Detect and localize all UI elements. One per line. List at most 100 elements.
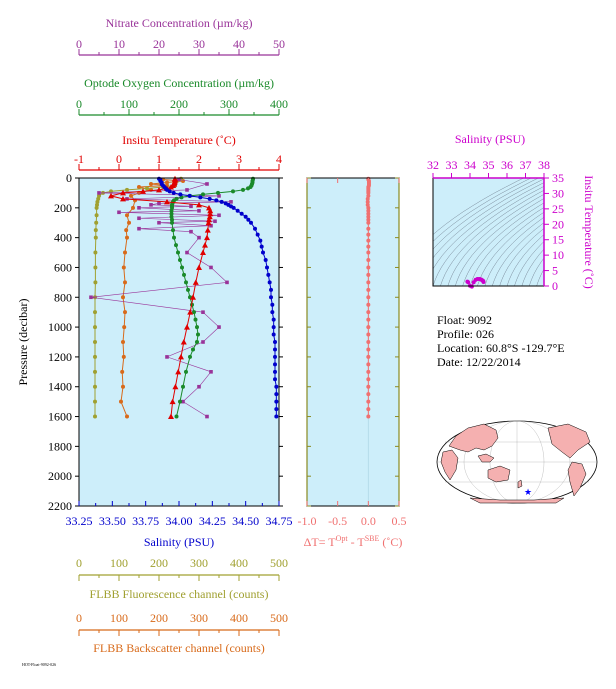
backscatter-point bbox=[131, 205, 135, 210]
ts-temperature-tick-label: 0 bbox=[552, 279, 558, 293]
nitrate-point bbox=[189, 204, 193, 209]
ts-isopycnal bbox=[433, 178, 525, 235]
oxygen-tick-label: 100 bbox=[120, 97, 138, 111]
salinity-tick-label: 33.25 bbox=[66, 514, 93, 528]
pressure-tick-label: 600 bbox=[54, 260, 72, 274]
temperature-tick-label: 2 bbox=[196, 152, 202, 166]
salinity-point bbox=[273, 369, 277, 374]
delta-t-point bbox=[365, 199, 370, 204]
nitrate-tick-label: 0 bbox=[76, 37, 82, 51]
backscatter-point bbox=[125, 235, 129, 240]
temperature-point bbox=[168, 413, 174, 420]
profile-date: Date: 12/22/2014 bbox=[437, 355, 521, 369]
temperature-point bbox=[205, 219, 212, 226]
salinity-point bbox=[267, 280, 272, 285]
oxygen-point bbox=[171, 228, 175, 233]
nitrate-point bbox=[197, 235, 201, 240]
delta-t-point bbox=[366, 238, 371, 243]
temperature-tick-label: 1 bbox=[156, 152, 162, 166]
backscatter-point bbox=[124, 228, 129, 233]
nitrate-point bbox=[185, 188, 189, 192]
delta-t-point bbox=[366, 205, 371, 210]
salinity-point bbox=[266, 272, 271, 277]
fluorescence-tick-label: 0 bbox=[76, 556, 82, 570]
nitrate-tick-label: 40 bbox=[233, 37, 245, 51]
salinity-point bbox=[265, 265, 269, 270]
oxygen-point bbox=[182, 272, 186, 277]
delta-t-point bbox=[366, 384, 371, 389]
oxygen-point bbox=[246, 186, 250, 191]
delta-t-point bbox=[366, 280, 371, 285]
salinity-tick-label: 33.50 bbox=[99, 514, 126, 528]
oxygen-point bbox=[192, 310, 196, 315]
oxygen-point bbox=[184, 369, 188, 374]
oxygen-point bbox=[184, 280, 188, 285]
ts-isopycnal bbox=[454, 198, 544, 286]
nitrate-point bbox=[89, 295, 93, 300]
backscatter-axis-label: FLBB Backscatter channel (counts) bbox=[93, 641, 265, 655]
nitrate-point bbox=[197, 209, 201, 213]
delta-t-tick-label: 0.5 bbox=[392, 514, 407, 528]
delta-t-point bbox=[366, 272, 371, 277]
delta-t-point bbox=[366, 244, 371, 249]
ts-title: Salinity (PSU) bbox=[455, 132, 525, 146]
salinity-point bbox=[273, 340, 277, 344]
main-profile-panel: 0200400600800100012001400160018002000220… bbox=[16, 37, 293, 636]
pressure-tick-label: 800 bbox=[54, 290, 72, 304]
ts-plot-background bbox=[433, 178, 544, 286]
salinity-point bbox=[269, 295, 273, 300]
temperature-axis-label: Insitu Temperature (˚C) bbox=[122, 133, 236, 147]
temperature-point bbox=[140, 188, 146, 194]
pressure-tick-label: 1000 bbox=[48, 320, 72, 334]
backscatter-point bbox=[121, 384, 125, 389]
salinity-point bbox=[198, 195, 203, 200]
oxygen-point bbox=[170, 220, 174, 225]
ts-isopycnal bbox=[594, 175, 616, 292]
nitrate-point bbox=[117, 210, 121, 215]
nitrate-point bbox=[225, 280, 229, 285]
ts-temperature-tick-label: 20 bbox=[552, 217, 564, 231]
footer-id: HOT-Float-9092-026 bbox=[22, 662, 57, 667]
oxygen-point bbox=[180, 265, 184, 270]
ts-temperature-tick-label: 35 bbox=[552, 171, 564, 185]
delta-t-axes-layer: -1.0 -0.5 0.0 0.5 bbox=[298, 177, 407, 528]
fluorescence-tick-label: 400 bbox=[230, 556, 248, 570]
delta-t-point bbox=[366, 392, 371, 397]
delta-t-tick-label: -0.5 bbox=[328, 514, 347, 528]
nitrate-point bbox=[189, 229, 193, 234]
fluorescence-tick-label: 200 bbox=[150, 556, 168, 570]
delta-t-point bbox=[366, 369, 371, 374]
salinity-point bbox=[263, 258, 268, 262]
temperature-point bbox=[178, 353, 184, 360]
delta-t-tick-label: -1.0 bbox=[298, 514, 317, 528]
nitrate-point bbox=[209, 223, 213, 228]
temperature-point bbox=[169, 398, 176, 405]
temperature-point bbox=[108, 192, 114, 199]
oxygen-point bbox=[174, 414, 179, 419]
oxygen-point bbox=[178, 399, 182, 404]
nitrate-tick-label: 30 bbox=[193, 37, 205, 51]
profile-number: Profile: 026 bbox=[437, 327, 494, 341]
nitrate-tick-label: 20 bbox=[153, 37, 165, 51]
salinity-point bbox=[274, 399, 279, 404]
pressure-tick-label: 200 bbox=[54, 201, 72, 215]
salinity-point bbox=[271, 317, 276, 322]
salinity-point bbox=[271, 332, 276, 337]
delta-t-point bbox=[366, 407, 371, 412]
ts-salinity-tick-label: 32 bbox=[427, 158, 439, 172]
backscatter-point bbox=[129, 193, 133, 198]
delta-t-point bbox=[366, 211, 371, 216]
delta-t-label-sup1: Opt bbox=[336, 534, 349, 543]
salinity-tick-label: 34.50 bbox=[232, 514, 259, 528]
temperature-point bbox=[120, 189, 126, 196]
delta-t-point bbox=[366, 214, 371, 219]
temperature-point bbox=[190, 294, 196, 300]
nitrate-point bbox=[217, 194, 221, 198]
fluorescence-point bbox=[93, 235, 98, 240]
temperature-point bbox=[206, 213, 213, 220]
temperature-point bbox=[204, 227, 211, 233]
delta-t-label-main: ΔT= T bbox=[304, 535, 337, 549]
delta-t-point bbox=[366, 258, 371, 262]
ts-isopycnal bbox=[433, 178, 540, 250]
